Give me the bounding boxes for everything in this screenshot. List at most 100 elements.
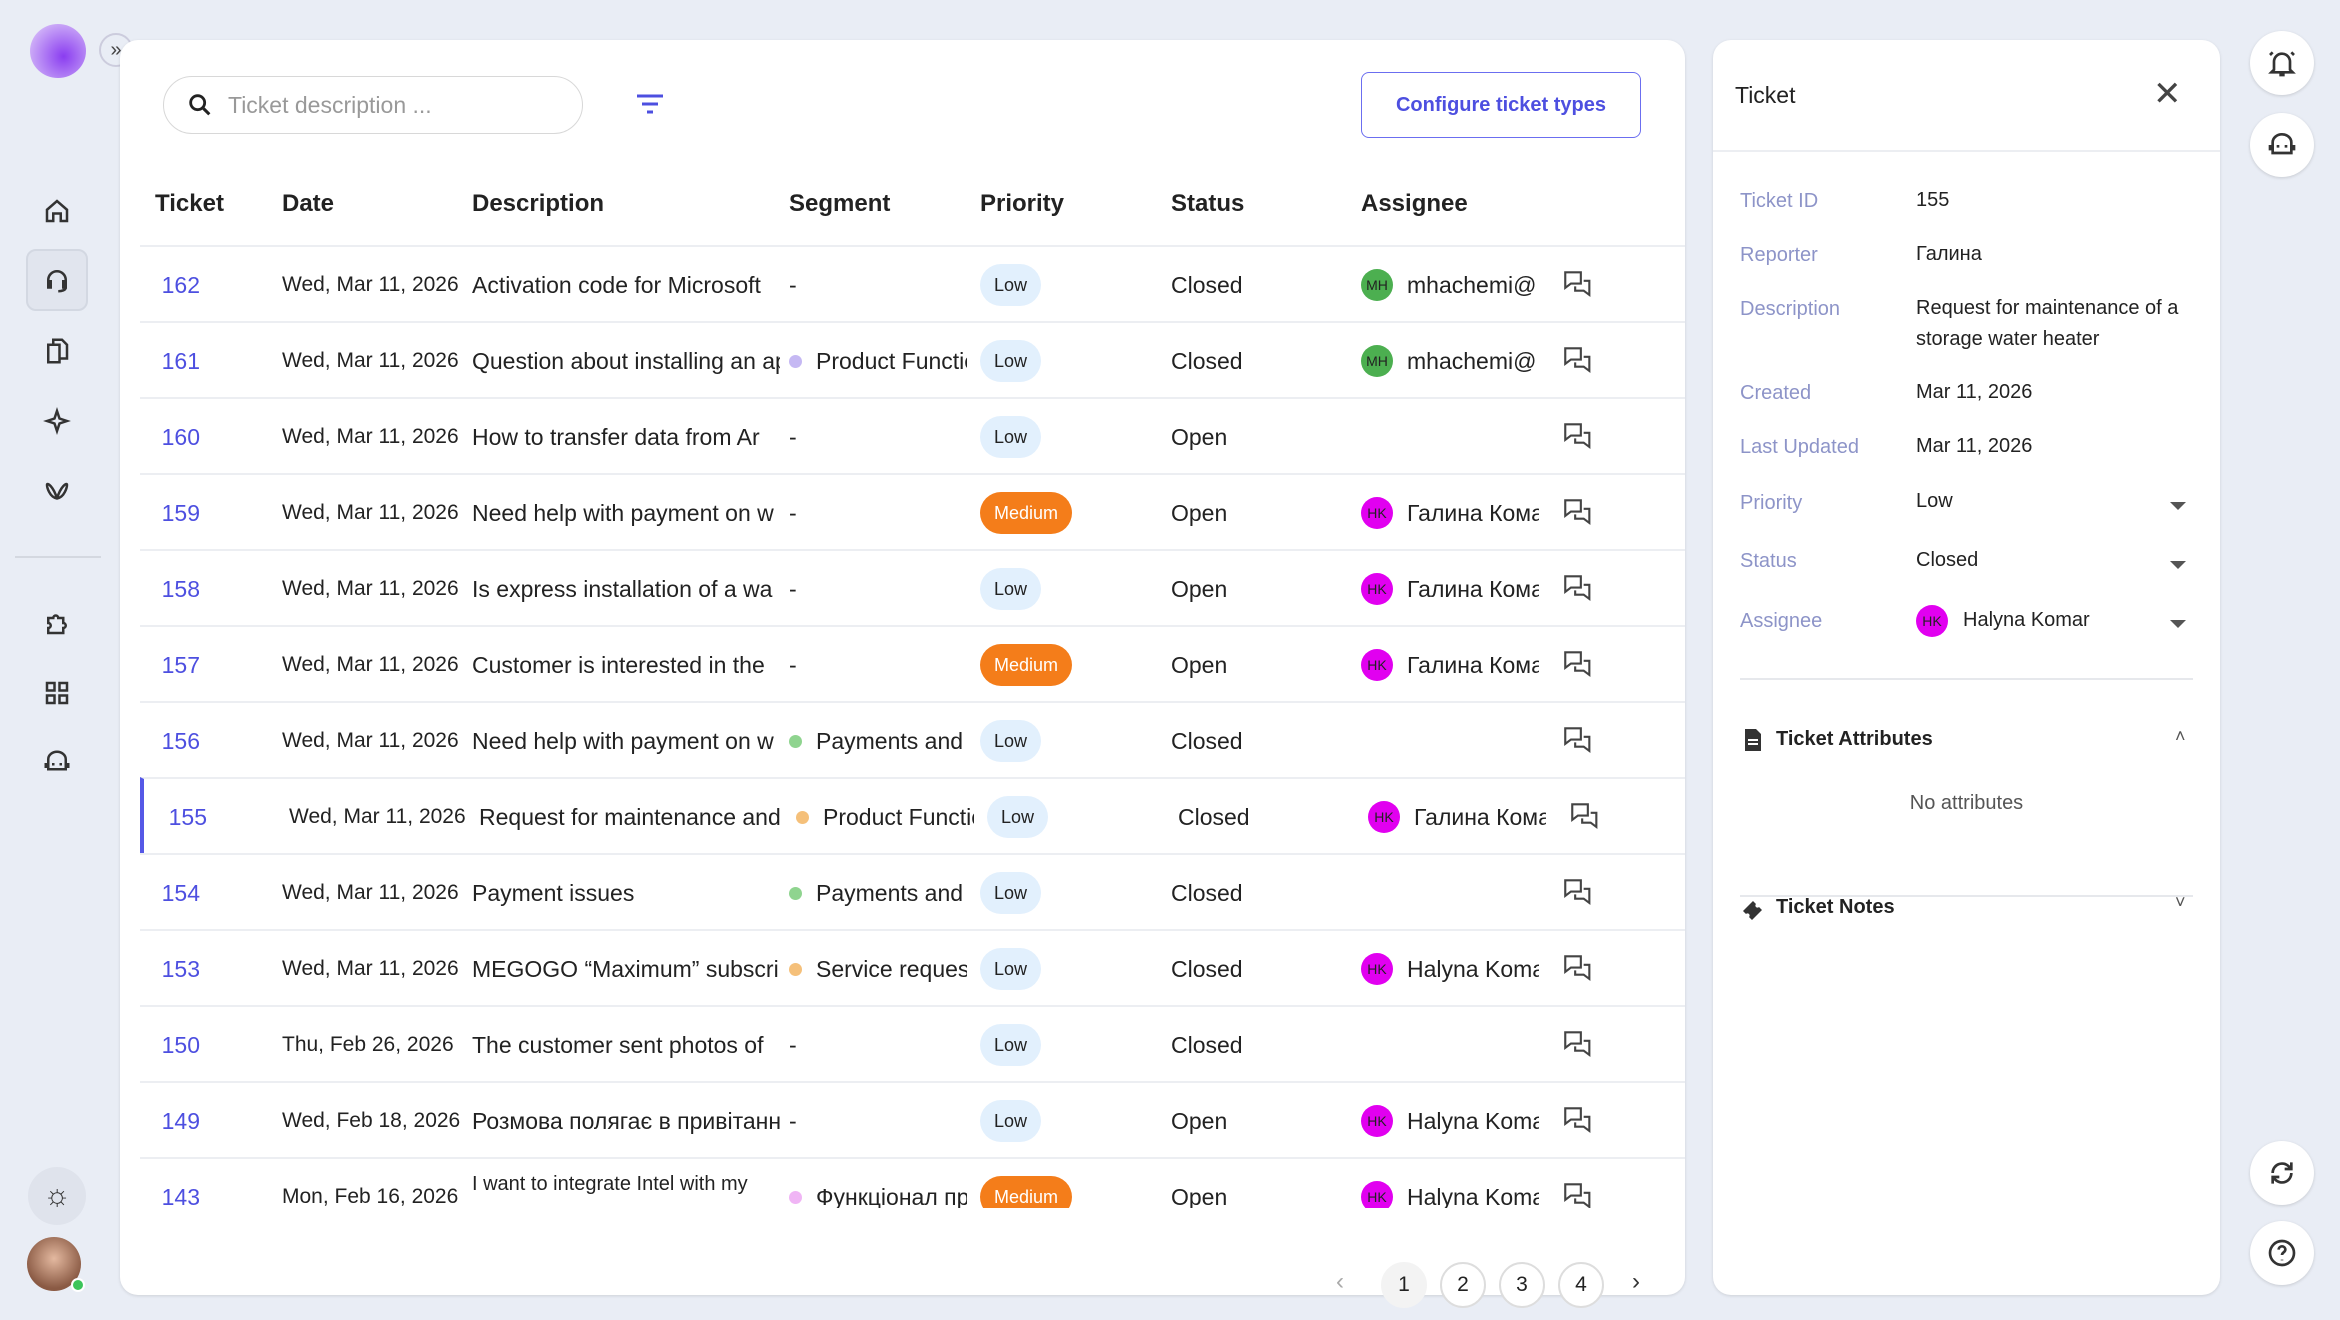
- ticket-id-link[interactable]: 155: [168, 803, 207, 830]
- column-header-status[interactable]: Status: [1171, 190, 1245, 217]
- priority-select[interactable]: Low: [1916, 490, 1953, 512]
- ticket-attributes-toggle[interactable]: Ticket Attributes: [1776, 728, 1933, 750]
- table-row[interactable]: 156 Wed, Mar 11, 2026 Need help with pay…: [140, 701, 1685, 777]
- ticket-id-link[interactable]: 158: [161, 575, 200, 602]
- ticket-assignee: MH mhachemi@: [1361, 323, 1539, 399]
- description-label: Description: [1740, 298, 1841, 320]
- table-row[interactable]: 154 Wed, Mar 11, 2026 Payment issues Pay…: [140, 853, 1685, 929]
- comments-icon[interactable]: [1560, 551, 1596, 627]
- segment-dot-icon: [789, 962, 802, 976]
- comments-icon[interactable]: [1560, 855, 1596, 931]
- table-row[interactable]: 155 Wed, Mar 11, 2026 Request for mainte…: [140, 777, 1685, 853]
- apps-grid-icon[interactable]: [26, 662, 88, 724]
- table-row[interactable]: 150 Thu, Feb 26, 2026 The customer sent …: [140, 1005, 1685, 1081]
- configure-ticket-types-button[interactable]: Configure ticket types: [1361, 72, 1641, 138]
- segment-label: Функціонал продукту: [816, 1183, 967, 1209]
- comments-icon[interactable]: [1560, 247, 1596, 323]
- comments-icon[interactable]: [1560, 703, 1596, 779]
- column-header-description[interactable]: Description: [472, 190, 605, 217]
- ticket-id-link[interactable]: 149: [161, 1107, 200, 1134]
- ticket-segment: Product Functionality: [789, 323, 967, 399]
- table-row[interactable]: 158 Wed, Mar 11, 2026 Is express install…: [140, 549, 1685, 625]
- comments-icon[interactable]: [1560, 399, 1596, 475]
- priority-badge: Low: [987, 796, 1049, 838]
- page-2-button[interactable]: 2: [1440, 1262, 1486, 1308]
- next-page-button[interactable]: ›: [1632, 1268, 1640, 1295]
- ticket-notes-toggle[interactable]: Ticket Notes: [1776, 896, 1895, 918]
- priority-label: Priority: [1740, 492, 1803, 514]
- created-value: Mar 11, 2026: [1916, 381, 2033, 403]
- ticket-segment: Payments and: [789, 855, 967, 931]
- ticket-id-link[interactable]: 159: [161, 499, 200, 526]
- close-icon[interactable]: ✕: [2153, 75, 2182, 113]
- ticket-date: Wed, Mar 11, 2026: [282, 425, 459, 448]
- table-row[interactable]: 143 Mon, Feb 16, 2026 I want to integrat…: [140, 1157, 1685, 1208]
- support-headset-icon[interactable]: [26, 249, 88, 311]
- theme-toggle-button[interactable]: ☼: [28, 1167, 86, 1225]
- ticket-description: Customer is interested in the: [472, 651, 765, 678]
- puzzle-icon[interactable]: [26, 592, 88, 654]
- status-select[interactable]: Closed: [1916, 549, 1979, 571]
- comments-icon[interactable]: [1560, 1159, 1596, 1208]
- table-row[interactable]: 149 Wed, Feb 18, 2026 Розмова полягає в …: [140, 1081, 1685, 1157]
- search-input[interactable]: [228, 91, 558, 119]
- column-header-date[interactable]: Date: [282, 190, 335, 217]
- table-row[interactable]: 162 Wed, Mar 11, 2026 Activation code fo…: [140, 245, 1685, 321]
- column-header-priority[interactable]: Priority: [980, 190, 1065, 217]
- assignee-select[interactable]: Halyna Komar: [1963, 609, 2090, 631]
- column-header-ticket[interactable]: Ticket: [155, 190, 224, 217]
- comments-icon[interactable]: [1560, 931, 1596, 1007]
- table-row[interactable]: 161 Wed, Mar 11, 2026 Question about ins…: [140, 321, 1685, 397]
- table-row[interactable]: 157 Wed, Mar 11, 2026 Customer is intere…: [140, 625, 1685, 701]
- notifications-button[interactable]: [2250, 31, 2314, 95]
- butterfly-icon[interactable]: [26, 460, 88, 522]
- table-row[interactable]: 159 Wed, Mar 11, 2026 Need help with pay…: [140, 473, 1685, 549]
- table-row[interactable]: 153 Wed, Mar 11, 2026 MEGOGO “Maximum” s…: [140, 929, 1685, 1005]
- comments-icon[interactable]: [1560, 1083, 1596, 1159]
- assistant-button[interactable]: [2250, 113, 2314, 177]
- ticket-id-link[interactable]: 150: [161, 1031, 200, 1058]
- ticket-id-link[interactable]: 153: [161, 955, 200, 982]
- page-1-button[interactable]: 1: [1381, 1262, 1427, 1308]
- ticket-assignee: HK Галина Комар: [1361, 475, 1539, 551]
- ticket-id-link[interactable]: 143: [161, 1183, 200, 1209]
- home-icon[interactable]: [26, 180, 88, 242]
- chevron-down-icon[interactable]: [2170, 620, 2186, 628]
- ticket-id-link[interactable]: 161: [161, 347, 200, 374]
- ticket-assignee: HK Halyna Komar: [1361, 1159, 1539, 1208]
- ticket-description: Is express installation of a wa: [472, 575, 773, 602]
- ticket-id-link[interactable]: 162: [161, 271, 200, 298]
- ticket-date: Wed, Mar 11, 2026: [282, 881, 459, 904]
- ticket-date: Wed, Mar 11, 2026: [282, 273, 459, 296]
- chevron-up-icon[interactable]: ˄: [2175, 726, 2186, 746]
- comments-icon[interactable]: [1560, 627, 1596, 703]
- column-header-segment[interactable]: Segment: [789, 190, 891, 217]
- filter-icon[interactable]: [635, 92, 665, 118]
- chevron-down-icon[interactable]: ˅: [2175, 892, 2186, 912]
- comments-icon[interactable]: [1560, 323, 1596, 399]
- ticket-status: Closed: [1171, 955, 1243, 982]
- ai-sparkle-icon[interactable]: [26, 390, 88, 452]
- search-field[interactable]: [163, 76, 583, 134]
- page-3-button[interactable]: 3: [1499, 1262, 1545, 1308]
- segment-label: -: [789, 651, 797, 678]
- table-row[interactable]: 160 Wed, Mar 11, 2026 How to transfer da…: [140, 397, 1685, 473]
- ticket-id-link[interactable]: 156: [161, 727, 200, 754]
- ticket-id-link[interactable]: 154: [161, 879, 200, 906]
- comments-icon[interactable]: [1567, 779, 1603, 855]
- priority-cell: Low: [980, 855, 1042, 931]
- comments-icon[interactable]: [1560, 1007, 1596, 1083]
- sync-button[interactable]: [2250, 1141, 2314, 1205]
- column-header-assignee[interactable]: Assignee: [1361, 190, 1468, 217]
- ticket-id-link[interactable]: 157: [161, 651, 200, 678]
- documents-icon[interactable]: [26, 320, 88, 382]
- ticket-description: I want to integrate Intel with my: [472, 1173, 748, 1195]
- ticket-id-link[interactable]: 160: [161, 423, 200, 450]
- prev-page-button[interactable]: ‹: [1336, 1268, 1344, 1295]
- comments-icon[interactable]: [1560, 475, 1596, 551]
- chevron-down-icon[interactable]: [2170, 561, 2186, 569]
- help-button[interactable]: [2250, 1221, 2314, 1285]
- bot-icon[interactable]: [26, 732, 88, 794]
- chevron-down-icon[interactable]: [2170, 502, 2186, 510]
- page-4-button[interactable]: 4: [1558, 1262, 1604, 1308]
